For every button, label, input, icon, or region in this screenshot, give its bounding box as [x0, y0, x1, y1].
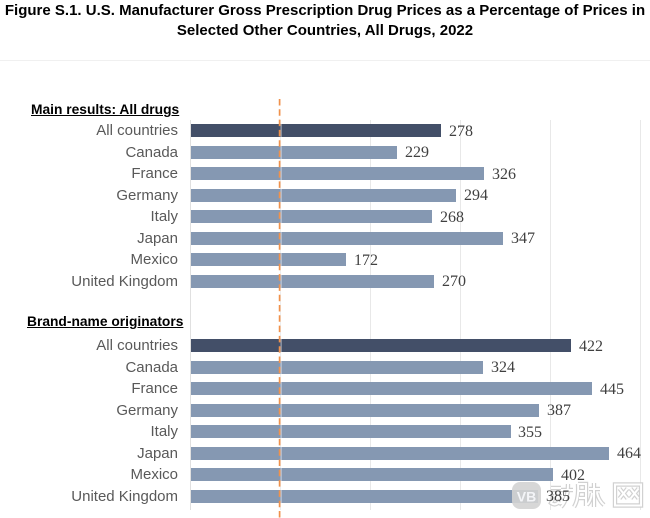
- svg-text:VB: VB: [517, 489, 536, 505]
